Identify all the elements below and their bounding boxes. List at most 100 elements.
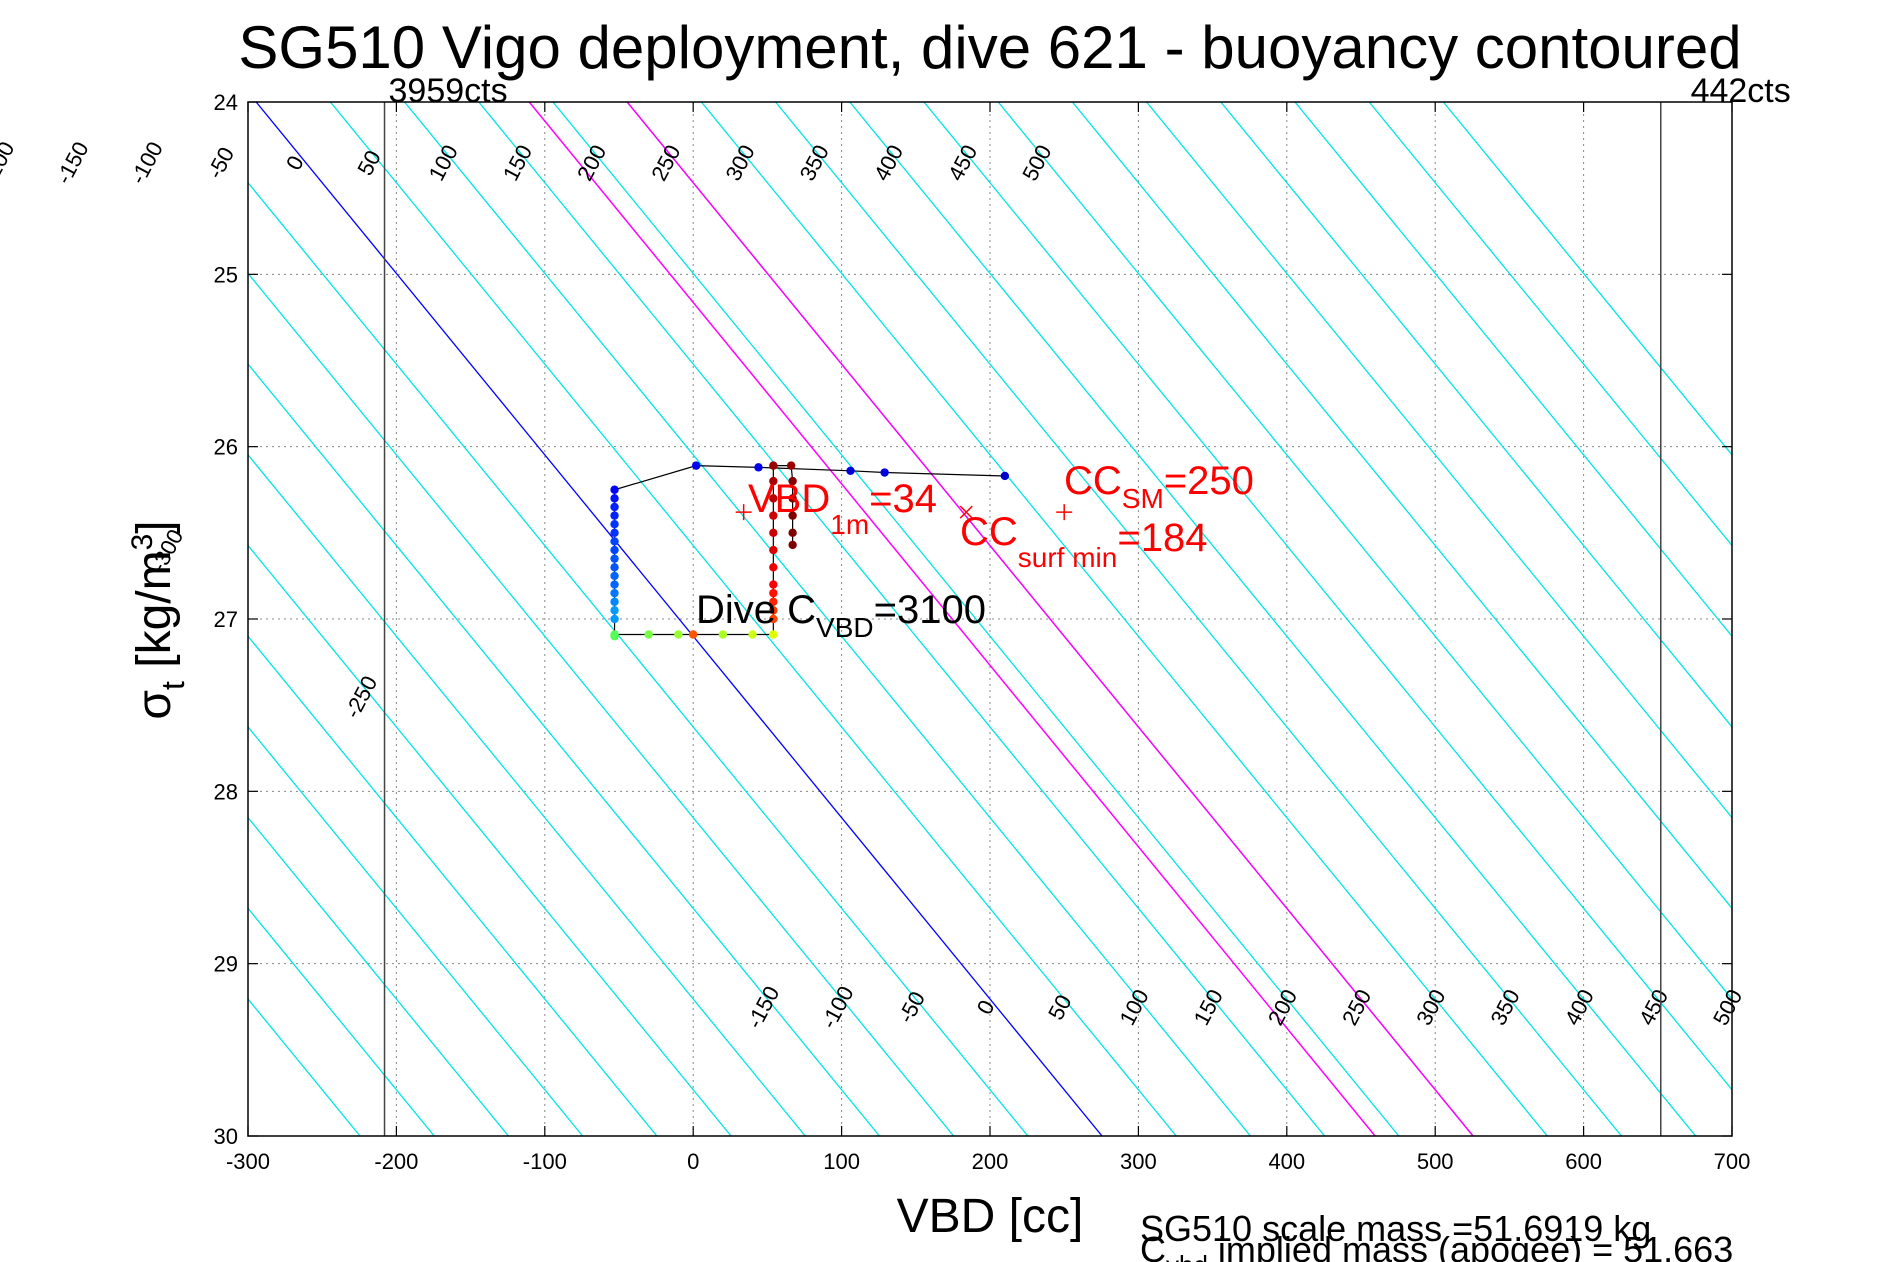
x-tick-label: -100 [523, 1149, 567, 1174]
contour-line [552, 102, 1400, 1136]
data-point-climb [769, 580, 778, 589]
data-point-dive [691, 461, 701, 470]
x-tick-label: 300 [1120, 1149, 1157, 1174]
contour-line [1220, 102, 1732, 728]
contour-line [248, 907, 435, 1136]
data-point-dive [610, 528, 619, 538]
x-marker [959, 505, 973, 519]
data-point-climb [788, 540, 797, 550]
contour-line-highlight [626, 102, 1474, 1136]
contour-line [248, 453, 806, 1136]
annotation-cc-sm: CCSM=250 [1064, 459, 1254, 514]
vbd-limit-label: 3959cts [389, 72, 508, 110]
y-axis-label: σt [kg/m3] [126, 520, 191, 719]
data-point-climb [769, 528, 778, 538]
contour-line [700, 102, 1548, 1136]
data-point-dive [846, 466, 855, 475]
contour-line [404, 102, 1251, 1136]
contour-line [775, 102, 1622, 1136]
data-point-climb [769, 494, 778, 503]
contour-line [1071, 102, 1732, 910]
contour-line [849, 102, 1697, 1136]
grid [248, 102, 1732, 1136]
data-point-dive [610, 537, 619, 546]
data-point-dive [610, 554, 619, 563]
x-tick-label: 500 [1417, 1149, 1454, 1174]
data-point-climb [769, 563, 778, 572]
plus-marker [1056, 504, 1073, 521]
contour-line [248, 816, 509, 1136]
data-point-climb [748, 630, 757, 639]
y-axis-label-main: σ [128, 690, 181, 720]
data-point-climb [769, 614, 778, 624]
contour-line [248, 181, 1029, 1136]
annotation-dive-cvbd-value: =3100 [874, 588, 986, 632]
contour-line [478, 102, 1326, 1136]
annotation-cc-surf-min-value: =184 [1117, 516, 1207, 560]
data-point-dive [610, 571, 619, 581]
contour-line [1146, 102, 1732, 819]
data-point-climb [788, 528, 797, 538]
annotation-vbd-1m-value: =34 [869, 477, 937, 521]
data-point-climb [718, 630, 728, 639]
contour-line-highlight [528, 102, 1376, 1136]
data-point-dive [610, 563, 619, 572]
data-point-climb [769, 476, 778, 486]
chart-title: SG510 Vigo deployment, dive 621 - buoyan… [238, 14, 1741, 81]
data-point-climb [769, 630, 778, 639]
data-point-climb [769, 461, 778, 470]
data-point-climb [610, 630, 619, 639]
x-tick-label: -200 [374, 1149, 418, 1174]
data-point-dive [754, 463, 763, 472]
data-point-climb [769, 597, 778, 606]
data-point-dive [880, 468, 889, 477]
y-axis-label-units-close: ] [128, 520, 181, 533]
data-point-dive [610, 580, 619, 589]
contour-line [248, 544, 732, 1136]
series-line-dive [613, 465, 1005, 637]
footer-scale-mass: SG510 scale mass =51.6919 kg [1140, 1208, 1651, 1249]
data-point-climb [769, 606, 778, 615]
annotation-cc-sm-sub: SM [1122, 483, 1164, 514]
y-tick-label: 26 [214, 435, 238, 460]
contour-line [329, 102, 1177, 1136]
data-point-dive [610, 545, 619, 555]
contour-line-zero [255, 102, 1103, 1136]
y-tick-label: 29 [214, 952, 238, 977]
contour-line [1294, 102, 1732, 638]
data-point-climb [788, 511, 797, 520]
annotation-dive-cvbd-main: Dive C [696, 588, 816, 632]
reference-markers [735, 504, 1073, 521]
data-point-climb [769, 545, 778, 555]
y-tick-label: 28 [214, 779, 238, 804]
data-point-dive [1000, 471, 1010, 481]
x-tick-label: 200 [972, 1149, 1009, 1174]
data-point-climb [788, 476, 797, 486]
annotation-cc-sm-value: =250 [1164, 459, 1254, 503]
data-point-dive [610, 494, 619, 503]
y-axis-ticks: 24 25 26 27 28 29 30 [214, 90, 1732, 1149]
annotation-vbd-1m-main: VBD [748, 477, 830, 521]
annotation-vbd-1m-sub: 1m [830, 509, 869, 540]
annotation-cc-surf-min-main: CC [960, 510, 1018, 554]
y-axis-label-sub: t [155, 681, 191, 690]
data-point-dive [610, 588, 619, 598]
contour-line [1368, 102, 1732, 547]
contour-line [923, 102, 1732, 1091]
y-axis-label-units: [kg/m [128, 550, 181, 681]
footer-implied-mass-sub: vbd [1166, 1250, 1208, 1262]
plus-marker [735, 504, 752, 521]
annotation-dive-cvbd-sub: VBD [816, 612, 874, 643]
x-axis-ticks: -300 -200 -100 0 100 200 300 400 500 600 700 [226, 102, 1750, 1174]
footer-implied-mass-main: C [1140, 1229, 1166, 1262]
annotation-dive-cvbd: Dive CVBD=3100 [696, 588, 986, 643]
x-axis-label: VBD [cc] [897, 1190, 1084, 1243]
vbd-limit-lines: 3959cts 442cts [383, 72, 1791, 1136]
annotation-cc-surf-min: CCsurf min=184 [960, 510, 1207, 573]
x-tick-label: 600 [1565, 1149, 1602, 1174]
annotation-cc-sm-main: CC [1064, 459, 1122, 503]
y-tick-label: 25 [214, 262, 238, 287]
vbd-limit-label: 442cts [1691, 72, 1791, 110]
data-point-climb [689, 630, 698, 639]
